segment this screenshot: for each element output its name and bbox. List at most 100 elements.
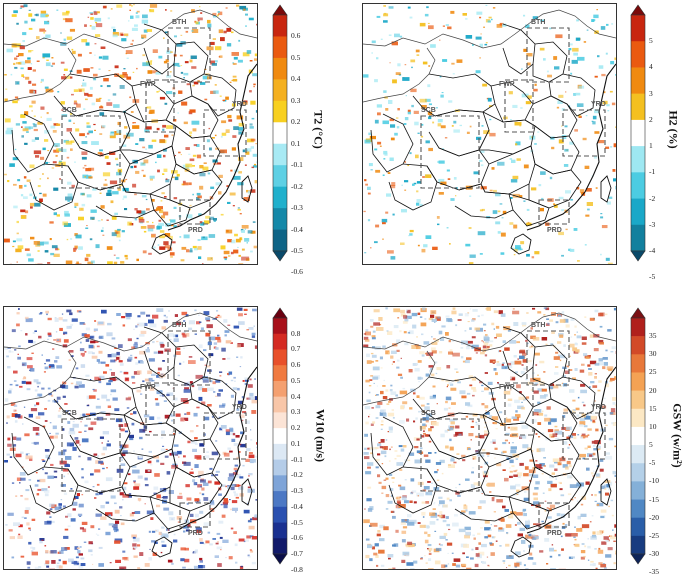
anomaly-cell <box>593 471 594 472</box>
anomaly-cell <box>135 171 139 174</box>
anomaly-cell <box>370 319 374 322</box>
anomaly-cell <box>161 192 164 194</box>
anomaly-cell <box>403 315 407 319</box>
region-label-fwp: FWP <box>499 81 515 88</box>
anomaly-cell <box>472 421 474 423</box>
anomaly-cell <box>32 552 38 556</box>
anomaly-cell <box>89 395 96 399</box>
anomaly-cell <box>561 255 564 257</box>
anomaly-cell <box>491 19 493 20</box>
anomaly-cell <box>146 199 148 200</box>
anomaly-cell <box>491 524 492 525</box>
anomaly-cell <box>497 162 504 166</box>
anomaly-cell <box>366 400 370 403</box>
anomaly-cell <box>590 420 592 421</box>
anomaly-cell <box>31 19 35 22</box>
anomaly-cell <box>48 21 49 22</box>
anomaly-cell <box>374 383 376 384</box>
anomaly-cell <box>27 180 31 182</box>
anomaly-cell <box>134 208 137 210</box>
anomaly-cell <box>30 206 33 208</box>
anomaly-cell <box>192 165 195 167</box>
anomaly-cell <box>592 121 594 122</box>
anomaly-cell <box>544 538 549 542</box>
anomaly-cell <box>130 16 134 19</box>
anomaly-cell <box>526 101 531 104</box>
anomaly-cell <box>161 449 165 452</box>
anomaly-cell <box>67 326 72 329</box>
anomaly-cell <box>132 382 135 384</box>
anomaly-cell <box>97 346 100 348</box>
anomaly-cell <box>256 110 257 113</box>
anomaly-cell <box>538 436 540 438</box>
anomaly-cell <box>22 424 24 425</box>
anomaly-cell <box>44 408 47 410</box>
anomaly-cell <box>82 204 86 207</box>
anomaly-cell <box>121 316 125 318</box>
anomaly-cell <box>174 444 179 446</box>
anomaly-cell <box>560 385 562 387</box>
anomaly-cell <box>476 352 478 353</box>
anomaly-cell <box>525 466 529 470</box>
anomaly-cell <box>25 248 30 251</box>
gsw-colorbar-tick: 30 <box>649 350 657 358</box>
anomaly-cell <box>85 136 87 137</box>
gsw-colorbar-segment <box>631 391 645 409</box>
anomaly-cell <box>391 447 393 448</box>
anomaly-cell <box>44 371 46 372</box>
anomaly-cell <box>426 235 432 239</box>
anomaly-cell <box>14 405 17 407</box>
anomaly-cell <box>488 20 491 22</box>
anomaly-cell <box>590 561 593 563</box>
anomaly-cell <box>215 337 220 340</box>
anomaly-cell <box>578 86 584 89</box>
anomaly-cell <box>581 550 585 553</box>
anomaly-cell <box>112 216 117 220</box>
anomaly-cell <box>472 467 474 468</box>
anomaly-cell <box>72 49 74 51</box>
anomaly-cell <box>12 329 16 332</box>
anomaly-cell <box>471 426 474 428</box>
anomaly-cell <box>557 341 561 344</box>
t2-colorbar-max-arrow <box>273 5 287 15</box>
anomaly-cell <box>116 231 119 233</box>
anomaly-cell <box>231 487 235 490</box>
anomaly-cell <box>218 521 223 524</box>
anomaly-cell <box>420 447 423 449</box>
anomaly-cell <box>62 12 68 15</box>
anomaly-cell <box>571 319 575 321</box>
anomaly-cell <box>136 259 139 261</box>
anomaly-cell <box>523 368 526 370</box>
anomaly-cell <box>25 510 29 514</box>
anomaly-cell <box>396 117 398 119</box>
anomaly-cell <box>370 523 378 527</box>
anomaly-cell <box>150 4 157 8</box>
anomaly-cell <box>23 196 28 199</box>
w10-colorbar-segment <box>273 334 287 350</box>
anomaly-cell <box>9 388 13 390</box>
anomaly-cell <box>15 249 21 253</box>
anomaly-cell <box>386 494 390 497</box>
anomaly-cell <box>82 355 84 357</box>
anomaly-cell <box>108 99 111 101</box>
anomaly-cell <box>108 354 112 357</box>
anomaly-cell <box>194 413 198 417</box>
anomaly-cell <box>115 510 120 514</box>
anomaly-cell <box>409 501 412 504</box>
anomaly-cell <box>576 414 579 416</box>
anomaly-cell <box>149 531 151 533</box>
anomaly-cell <box>475 547 478 550</box>
anomaly-cell <box>604 398 606 400</box>
anomaly-cell <box>114 213 118 215</box>
anomaly-cell <box>492 439 496 442</box>
anomaly-cell <box>403 526 407 528</box>
anomaly-cell <box>460 125 463 126</box>
anomaly-cell <box>407 460 410 462</box>
anomaly-cell <box>548 429 553 432</box>
anomaly-cell <box>88 168 94 171</box>
anomaly-cell <box>98 528 100 529</box>
anomaly-cell <box>139 429 145 433</box>
anomaly-cell <box>159 91 160 92</box>
anomaly-cell <box>84 351 86 353</box>
anomaly-cell <box>520 528 526 531</box>
